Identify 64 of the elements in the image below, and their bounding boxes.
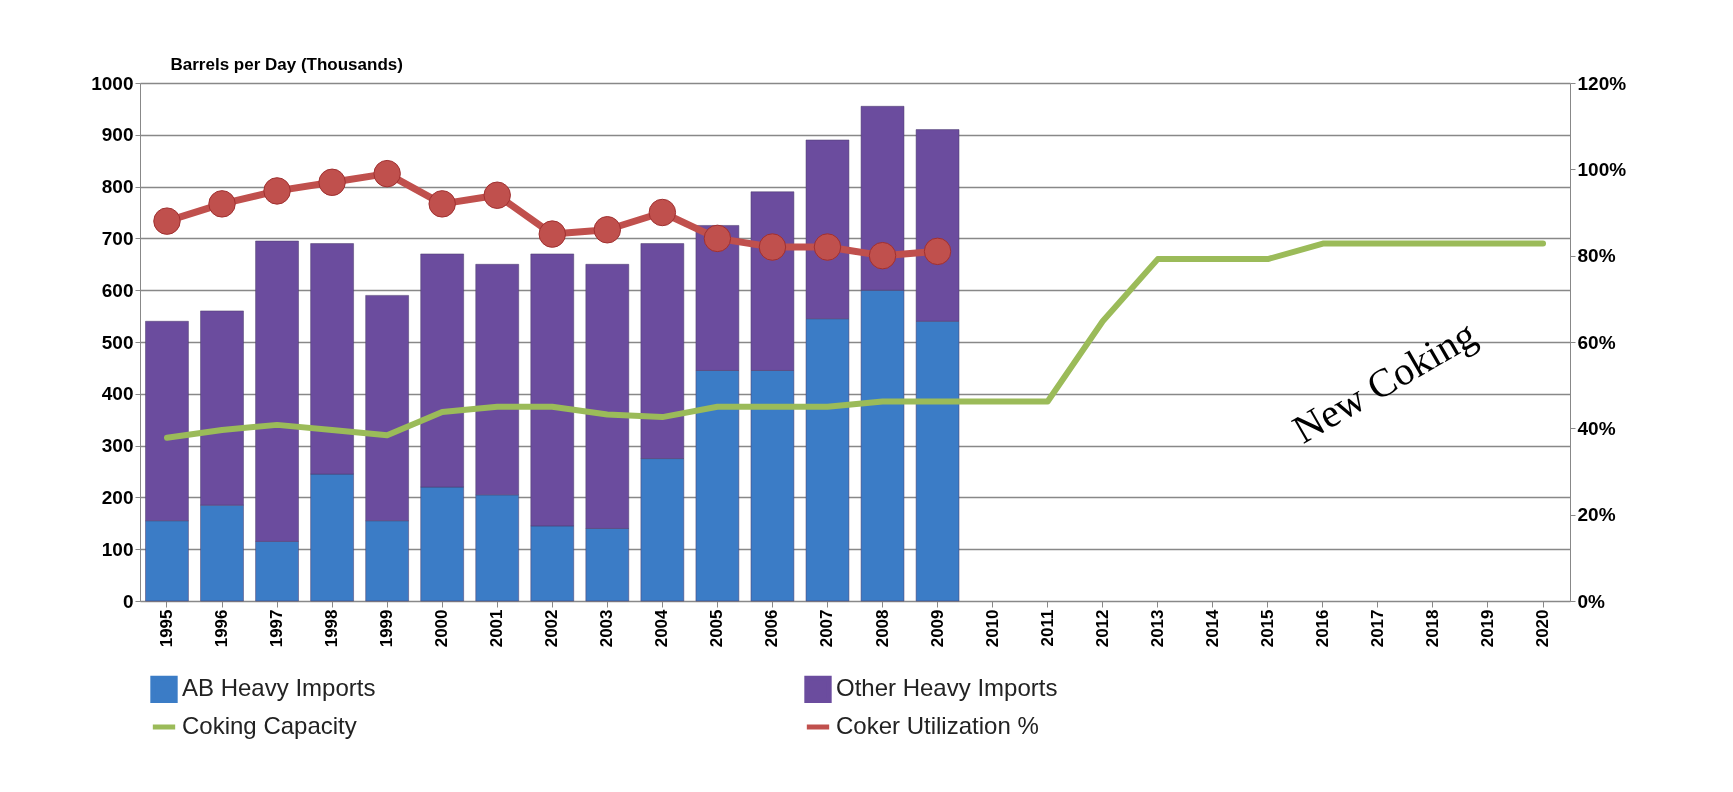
x-tick-label: 2017 bbox=[1367, 609, 1387, 648]
point bbox=[208, 190, 236, 218]
x-tick-label: 1999 bbox=[377, 609, 397, 648]
point bbox=[153, 207, 181, 235]
point bbox=[813, 233, 842, 261]
x-tick-label: 2010 bbox=[982, 609, 1002, 648]
x-tick-label: 2016 bbox=[1312, 609, 1332, 648]
x-tick-label: 2015 bbox=[1257, 609, 1277, 648]
x-tick-label: 2007 bbox=[817, 609, 837, 648]
x-tick-label: 1998 bbox=[322, 609, 342, 648]
x-tick-label: 2002 bbox=[542, 609, 562, 648]
point bbox=[318, 168, 346, 196]
y-tick-label: 1000 bbox=[91, 72, 134, 94]
y2-tick-label: 80% bbox=[1577, 245, 1616, 267]
x-tick-label: 2003 bbox=[597, 609, 617, 648]
x-tick-label: 2013 bbox=[1147, 609, 1167, 648]
point bbox=[538, 220, 566, 248]
x-tick-label: 1995 bbox=[156, 609, 176, 648]
y2-tick-label: 120% bbox=[1577, 72, 1627, 94]
y-tick-label: 200 bbox=[101, 486, 134, 508]
y-tick-label: 0 bbox=[122, 590, 134, 612]
x-tick-label: 2011 bbox=[1037, 609, 1057, 647]
y2-tick-label: 40% bbox=[1577, 417, 1616, 439]
y-tick-label: 900 bbox=[101, 124, 134, 146]
point bbox=[373, 159, 401, 188]
x-tick-label: 1996 bbox=[212, 609, 232, 648]
x-tick-label: 2004 bbox=[652, 608, 672, 648]
y2-tick-label: 0% bbox=[1577, 590, 1606, 612]
point bbox=[648, 198, 677, 227]
legend-label: Coker Utilization % bbox=[836, 712, 1039, 739]
x-tick-label: 2009 bbox=[927, 609, 947, 648]
y-tick-label: 600 bbox=[101, 279, 134, 301]
x-tick-label: 2008 bbox=[872, 609, 892, 648]
x-tick-label: 2006 bbox=[762, 609, 782, 648]
x-tick-label: 2014 bbox=[1202, 608, 1222, 648]
point bbox=[483, 181, 511, 209]
y-tick-label: 400 bbox=[101, 383, 134, 405]
point bbox=[593, 216, 622, 244]
y-tick-label: 300 bbox=[101, 435, 134, 457]
y2-tick-label: 20% bbox=[1577, 504, 1616, 526]
y-tick-label: 100 bbox=[101, 538, 134, 560]
x-tick-label: 2005 bbox=[707, 609, 727, 648]
legend-label: AB Heavy Imports bbox=[182, 674, 376, 702]
x-tick-label: 2000 bbox=[432, 609, 452, 648]
y-tick-label: 500 bbox=[101, 331, 134, 353]
point bbox=[868, 241, 897, 270]
y2-tick-label: 100% bbox=[1577, 158, 1627, 180]
point bbox=[428, 190, 456, 218]
y-axis-title: Barrels per Day (Thousands) bbox=[170, 54, 403, 74]
y2-tick-label: 60% bbox=[1577, 331, 1616, 353]
y-tick-label: 800 bbox=[101, 176, 134, 198]
point bbox=[263, 177, 291, 205]
x-tick-label: 2018 bbox=[1422, 609, 1442, 648]
point bbox=[923, 237, 952, 266]
legend-label: Coking Capacity bbox=[182, 712, 357, 739]
x-tick-label: 2019 bbox=[1477, 609, 1497, 648]
point bbox=[703, 224, 732, 253]
x-tick-label: 1997 bbox=[267, 609, 287, 648]
x-tick-label: 2020 bbox=[1533, 609, 1553, 648]
x-tick-label: 2012 bbox=[1092, 609, 1112, 648]
y-tick-label: 700 bbox=[101, 227, 134, 249]
legend-label: Other Heavy Imports bbox=[836, 674, 1058, 702]
point bbox=[758, 233, 787, 261]
x-tick-label: 2001 bbox=[487, 609, 507, 648]
